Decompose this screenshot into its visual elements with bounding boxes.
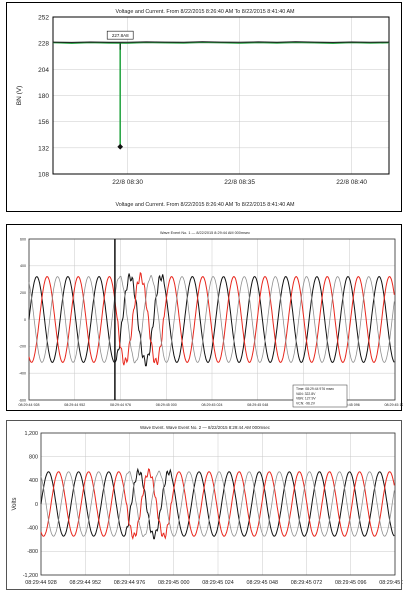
y-tick-label: 400 (29, 478, 38, 484)
x-tick-label: 08:29:45 096 (335, 580, 366, 586)
y-tick-label: 200 (20, 291, 26, 295)
y-tick-label: -400 (19, 371, 26, 375)
chart-title: Wave Event No. 1 — 8/22/2015 8:29:44 AM … (160, 231, 250, 235)
value-callout-text: 227.8A8 (112, 33, 129, 38)
trend-chart: Voltage and Current. From 8/22/2015 8:26… (16, 9, 390, 208)
y-tick-label: -400 (27, 526, 38, 532)
x-tick-label: 08:29:44 976 (110, 403, 131, 407)
y-axis-label: Volts (12, 497, 18, 510)
y-axis-label: BN (V) (16, 86, 23, 106)
voltage-series-line (52, 41, 390, 45)
y-tick-label: 204 (38, 67, 49, 74)
y-tick-label: 156 (38, 119, 49, 126)
x-tick-label: 08:29:44 952 (70, 580, 101, 586)
y-tick-label: -200 (19, 345, 26, 349)
x-tick-label: 08:29:45 072 (291, 580, 322, 586)
voltage-series-line (52, 41, 390, 43)
wave-event-1-panel: Wave Event No. 1 — 8/22/2015 8:29:44 AM … (6, 224, 403, 411)
cursor-readout-line: VAN: 322.8V (296, 392, 316, 396)
y-tick-label: 180 (38, 93, 49, 100)
y-tick-label: -1,200 (23, 573, 38, 579)
wave-event-1-chart: Wave Event No. 1 — 8/22/2015 8:29:44 AM … (19, 231, 403, 408)
wave-event-2-panel: Wave Event. Wave Event No. 2 — 8/22/2015… (6, 420, 403, 590)
x-tick-label: 22/8 08:40 (336, 179, 367, 186)
plot-area-frame (52, 16, 390, 175)
y-tick-label: 600 (20, 237, 26, 241)
y-tick-label: 0 (35, 502, 38, 508)
trend-chart-panel: Voltage and Current. From 8/22/2015 8:26… (6, 2, 402, 212)
y-tick-label: -600 (19, 398, 26, 402)
x-tick-label: 08:29:44 952 (64, 403, 85, 407)
x-tick-label: 08:29:45 048 (247, 580, 278, 586)
x-tick-label: 08:29:45 000 (158, 580, 189, 586)
y-tick-label: 1,200 (25, 431, 39, 437)
cursor-readout-line: Time: 08:29:44 976 msec (296, 387, 334, 391)
phase-red-waveform (40, 468, 395, 541)
chart-footer: Voltage and Current. From 8/22/2015 8:26… (115, 202, 295, 208)
x-tick-label: 08:29:45 024 (202, 403, 223, 407)
x-tick-label: 08:29:45 024 (202, 580, 233, 586)
y-tick-label: -800 (27, 549, 38, 555)
x-tick-label: 08:29:45 096 (339, 403, 360, 407)
y-tick-label: 132 (38, 145, 49, 152)
cursor-readout-line: VCN: -96.2V (296, 401, 316, 405)
x-tick-label: 08:29:45 000 (156, 403, 177, 407)
phase-gray-waveform (28, 275, 395, 364)
x-tick-label: 08:29:45 048 (247, 403, 268, 407)
x-tick-label: 08:29:44 928 (19, 403, 40, 407)
y-tick-label: 400 (20, 264, 26, 268)
x-tick-label: 08:29:45 120 (385, 403, 403, 407)
x-tick-label: 08:29:45 120 (379, 580, 403, 586)
phase-gray-waveform (40, 470, 395, 537)
x-tick-label: 08:29:44 928 (25, 580, 56, 586)
y-tick-label: 252 (38, 15, 49, 22)
chart-title: Wave Event. Wave Event No. 2 — 8/22/2015… (140, 425, 271, 430)
y-tick-label: 228 (38, 41, 49, 48)
value-callout-box (106, 30, 134, 40)
phase-black-waveform (28, 273, 395, 367)
y-tick-label: 108 (38, 172, 49, 179)
chart-title: Voltage and Current. From 8/22/2015 8:26… (115, 9, 295, 15)
phase-black-waveform (40, 467, 395, 540)
wave-event-2-chart: Wave Event. Wave Event No. 2 — 8/22/2015… (12, 425, 403, 586)
y-tick-label: 0 (24, 318, 26, 322)
x-tick-label: 22/8 08:30 (112, 179, 143, 186)
y-tick-label: 800 (29, 455, 38, 461)
x-tick-label: 22/8 08:35 (224, 179, 255, 186)
cursor-readout-line: VBN: 127.9V (296, 397, 316, 401)
sag-minimum-point (117, 143, 124, 150)
cursor-readout-box (292, 384, 348, 408)
phase-red-waveform (28, 271, 395, 366)
x-tick-label: 08:29:44 976 (114, 580, 145, 586)
